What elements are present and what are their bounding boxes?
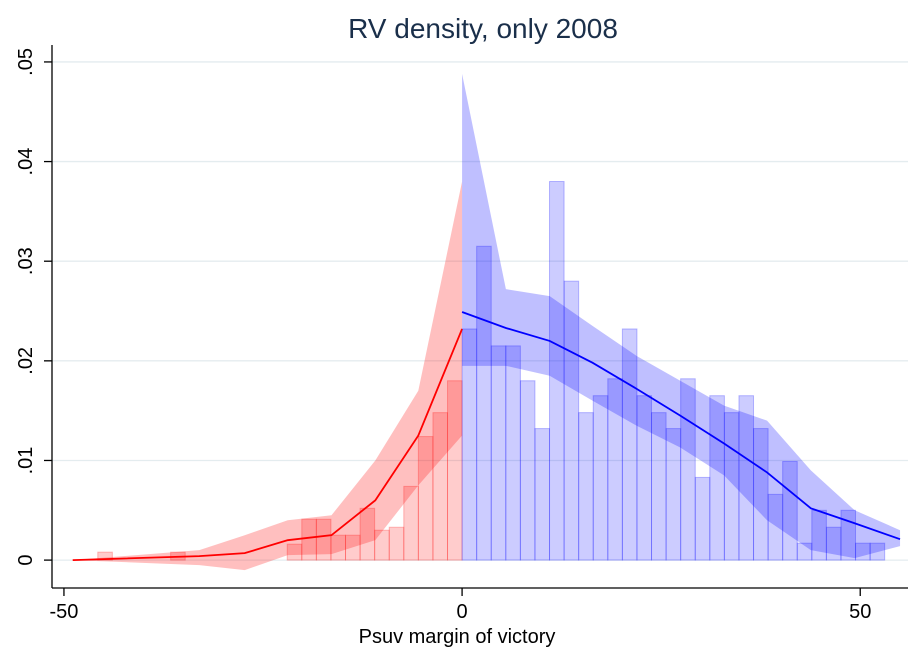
histogram-bar <box>447 380 463 561</box>
histogram-bar <box>869 542 886 561</box>
histogram-bar <box>855 542 871 561</box>
histogram-bar <box>388 526 405 561</box>
histogram-bar <box>461 328 478 561</box>
histogram-bar <box>607 378 623 561</box>
confidence-band <box>462 73 901 559</box>
chart-title: RV density, only 2008 <box>348 13 618 44</box>
density-line <box>461 311 901 541</box>
histogram-bar <box>286 543 303 561</box>
histogram-bar <box>97 551 113 561</box>
y-tick-label: 0 <box>15 555 37 566</box>
histogram-bar <box>476 245 492 561</box>
histogram-bar <box>578 412 594 561</box>
histogram-bar <box>636 395 653 561</box>
histogram-bar <box>490 345 507 561</box>
histogram-bar <box>417 436 434 561</box>
histogram-bar <box>345 534 361 561</box>
x-axis-label: Psuv margin of victory <box>359 626 556 648</box>
histogram-bar <box>505 345 521 561</box>
y-tick-label: .04 <box>15 148 37 176</box>
x-tick-label: 50 <box>849 601 871 623</box>
histogram-bar <box>665 428 682 561</box>
histogram-bar <box>680 378 696 561</box>
histogram-bar <box>651 412 667 561</box>
histogram-bar <box>315 518 332 561</box>
histogram-bar <box>694 476 711 561</box>
y-tick-label: .05 <box>15 48 37 76</box>
histogram-bar <box>723 412 740 561</box>
histogram-bar <box>403 485 419 561</box>
histogram-bar <box>592 395 609 561</box>
histogram-bar <box>753 428 769 561</box>
histogram-bar <box>767 493 784 561</box>
histogram-bar <box>534 428 551 561</box>
density-line <box>72 328 463 562</box>
x-tick-label: 0 <box>457 601 468 623</box>
histogram-bar <box>330 534 347 561</box>
y-tick-label: .03 <box>15 247 37 275</box>
histogram-bar <box>825 526 842 561</box>
histogram-bar <box>432 412 449 561</box>
histogram-bar <box>796 542 813 561</box>
histogram-bar <box>519 380 536 561</box>
histogram-bar <box>549 180 565 561</box>
histogram-bar <box>374 529 390 561</box>
y-tick-label: .01 <box>15 447 37 475</box>
y-tick-label: .02 <box>15 347 37 375</box>
histogram-bar <box>301 518 317 561</box>
histogram-bar <box>782 460 798 561</box>
x-tick-label: -50 <box>49 601 78 623</box>
histogram-bar <box>359 507 376 561</box>
histogram-bar <box>738 395 755 561</box>
